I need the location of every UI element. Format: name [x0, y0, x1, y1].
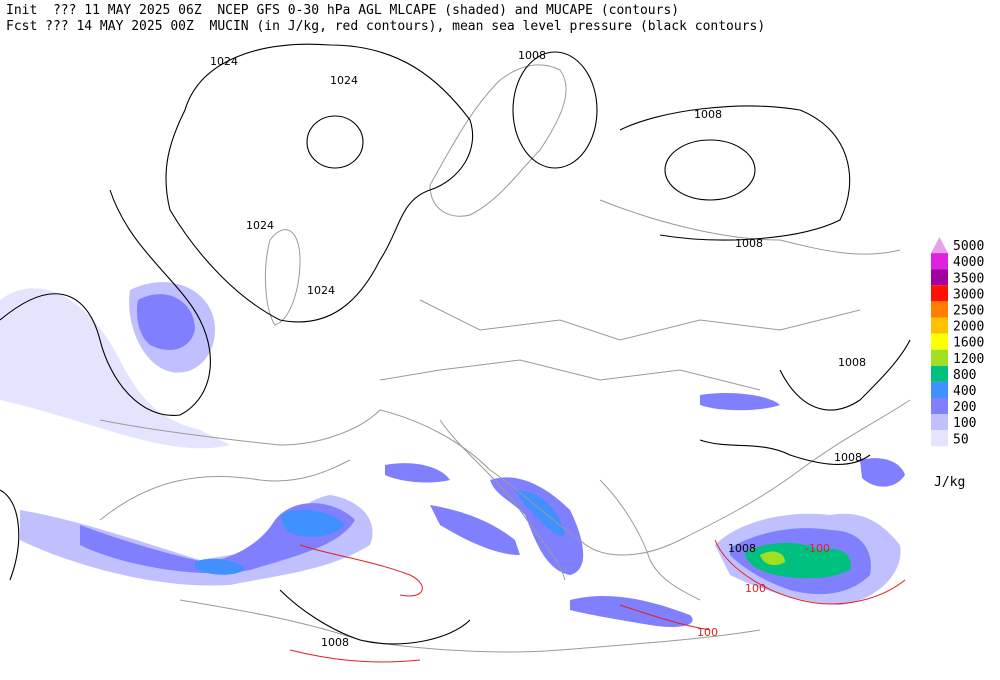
legend-swatch: [931, 269, 948, 286]
legend-label: 3000: [953, 287, 984, 302]
contour-label: 100: [697, 626, 718, 639]
legend-swatch: [931, 253, 948, 270]
legend-swatch: [931, 333, 948, 350]
legend-swatch: [931, 430, 948, 447]
contour-label: 1008: [518, 49, 546, 62]
legend-units: J/kg: [934, 475, 965, 490]
legend-label: 1600: [953, 336, 984, 351]
cin-contours: [289, 539, 906, 663]
contour-label: 1024: [307, 284, 335, 297]
contour-label: -100: [805, 542, 830, 555]
contour-labels: 1024 1024 1008 1008 1024 1024 1008 1008 …: [210, 49, 866, 649]
legend-swatch: [931, 381, 948, 398]
legend-swatch: [931, 365, 948, 382]
shading: [0, 282, 905, 627]
header-line: Init ??? 11 MAY 2025 06Z NCEP GFS 0-30 h…: [6, 3, 679, 18]
legend-swatch: [931, 237, 948, 254]
legend-swatch: [931, 285, 948, 302]
legend-label: 400: [953, 384, 976, 399]
contour-label: 1008: [838, 356, 866, 369]
legend-swatch: [931, 317, 948, 334]
legend-label: 4000: [953, 255, 984, 270]
legend-label: 100: [953, 416, 976, 431]
legend-swatch: [931, 301, 948, 318]
contour-label: 100: [745, 582, 766, 595]
legend-label: 800: [953, 368, 976, 383]
coastlines: [99, 64, 911, 653]
legend-swatch: [931, 414, 948, 431]
contour-label: 1024: [210, 55, 238, 68]
isobars: [0, 43, 911, 645]
contour-label: 1008: [694, 108, 722, 121]
contour-label: 1008: [728, 542, 756, 555]
contour-label: 1024: [330, 74, 358, 87]
legend-label: 3500: [953, 271, 984, 286]
legend-label: 2000: [953, 320, 984, 335]
contour-label: 1008: [834, 451, 862, 464]
legend-label: 2500: [953, 303, 984, 318]
legend-label: 50: [953, 432, 969, 447]
contour-label: 1008: [735, 237, 763, 250]
legend-label: 200: [953, 400, 976, 415]
header-line: Fcst ??? 14 MAY 2025 00Z MUCIN (in J/kg,…: [6, 19, 765, 34]
legend-label: 5000: [953, 239, 984, 254]
legend-label: 1200: [953, 352, 984, 367]
contour-label: 1008: [321, 636, 349, 649]
legend-swatch: [931, 349, 948, 366]
contour-label: 1024: [246, 219, 274, 232]
legend-swatch: [931, 398, 948, 415]
